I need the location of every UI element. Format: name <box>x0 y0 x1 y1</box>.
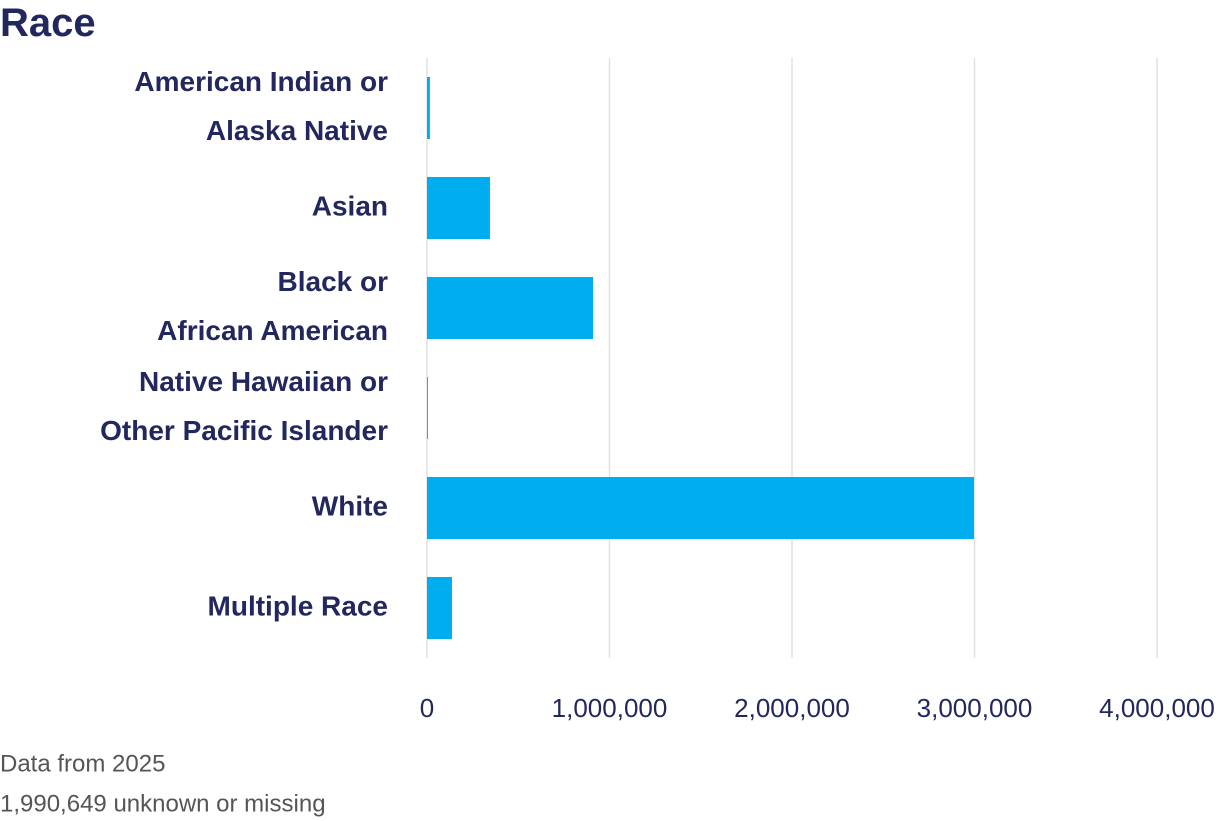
x-tick-label: 2,000,000 <box>734 693 850 723</box>
y-tick-label: Black or <box>278 266 389 297</box>
x-tick-label: 1,000,000 <box>552 693 668 723</box>
y-tick-label: Native Hawaiian or <box>139 366 388 397</box>
bar <box>427 577 453 639</box>
x-tick-label: 4,000,000 <box>1099 693 1215 723</box>
x-tick-label: 3,000,000 <box>917 693 1033 723</box>
x-tick-label: 0 <box>420 693 434 723</box>
y-tick-label: African American <box>157 315 388 346</box>
chart-title: Race <box>0 1 96 45</box>
y-tick-label: Other Pacific Islander <box>100 415 388 446</box>
y-tick-label: Asian <box>312 190 388 221</box>
note: Data from 2025 <box>0 750 165 777</box>
bar <box>427 477 974 539</box>
y-tick-label: American Indian or <box>134 66 388 97</box>
note: 1,990,649 unknown or missing <box>0 790 326 817</box>
y-tick-label: White <box>312 490 388 521</box>
y-tick-label: Multiple Race <box>208 590 388 621</box>
bar <box>427 177 490 239</box>
y-tick-label: Alaska Native <box>206 115 388 146</box>
bar <box>427 77 430 139</box>
bar <box>427 377 428 439</box>
bar <box>427 277 594 339</box>
